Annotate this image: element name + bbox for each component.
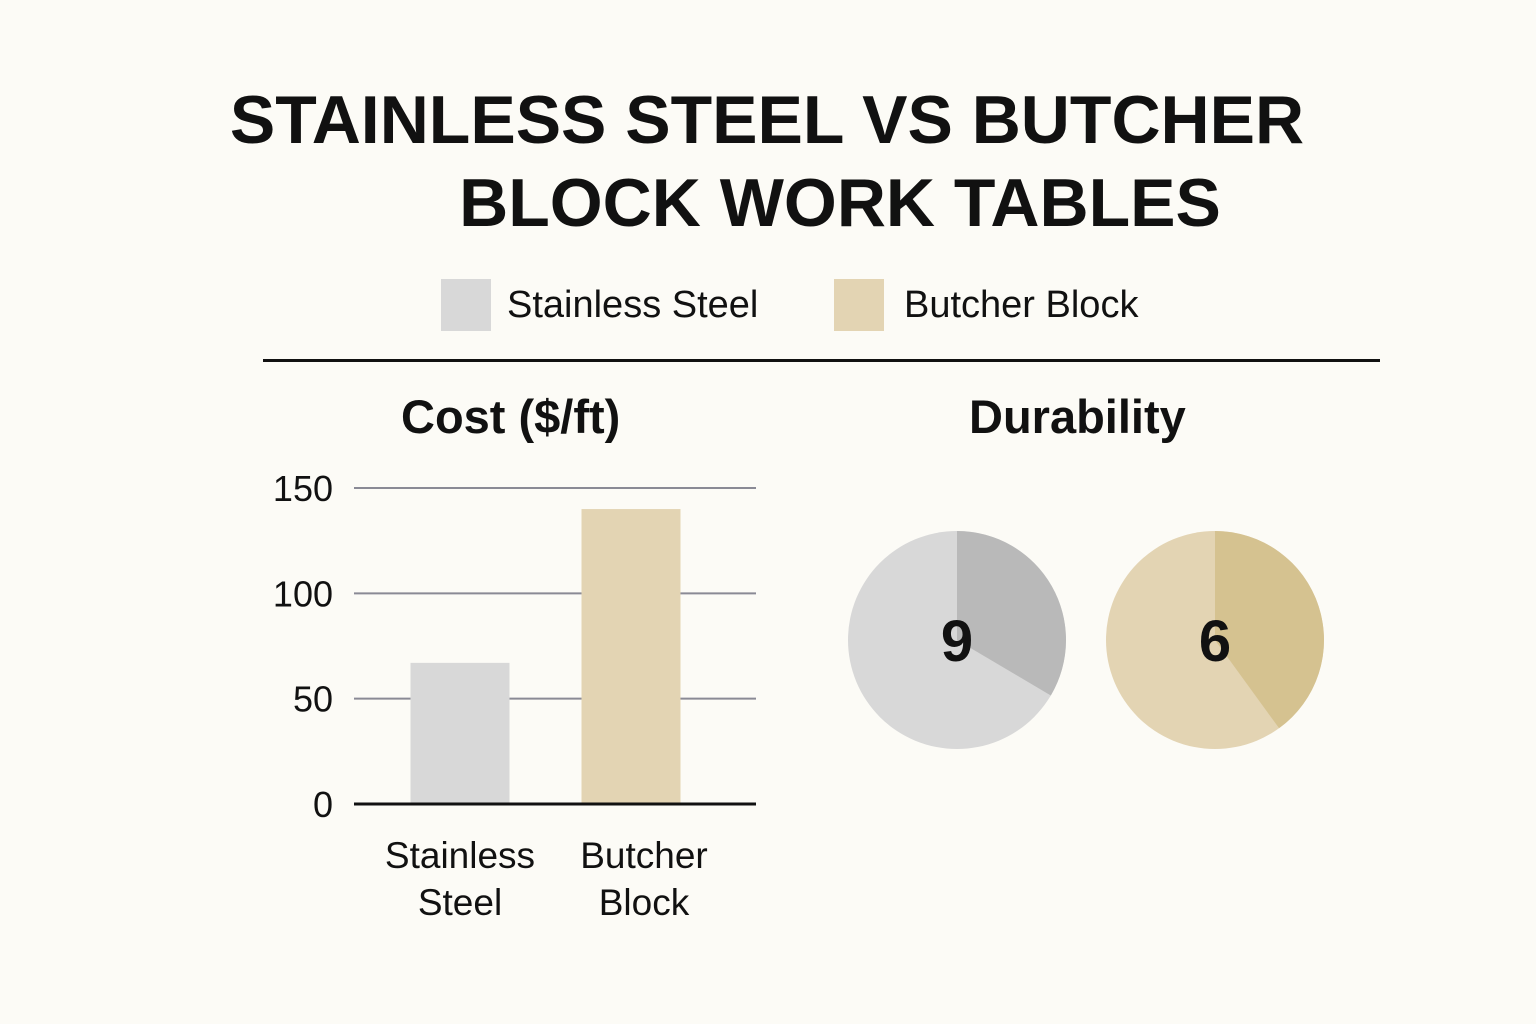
y-tick-label: 100: [273, 573, 333, 614]
bar-stainless-steel: [410, 662, 510, 804]
y-tick-label: 50: [293, 679, 333, 720]
y-tick-label: 0: [313, 784, 333, 825]
durability-wedge-stainless-steel: [957, 531, 1066, 696]
legend-swatch-stainless-steel: [441, 279, 491, 331]
legend-label-butcher-block: Butcher Block: [904, 284, 1139, 326]
legend: Stainless Steel Butcher Block: [0, 279, 1536, 331]
divider: [263, 359, 1380, 362]
y-tick-label: 150: [273, 468, 333, 509]
chart-title-line-1: STAINLESS STEEL VS BUTCHER: [229, 82, 1305, 158]
chart-title-line-2: BLOCK WORK TABLES: [459, 165, 1221, 241]
x-category-label: Butcher Block: [580, 835, 708, 923]
cost-chart-title: Cost ($/ft): [401, 390, 621, 443]
durability-value-stainless-steel: 9: [941, 609, 973, 674]
bar-butcher-block: [581, 509, 681, 804]
durability-wedge-butcher-block: [1215, 531, 1324, 729]
legend-swatch-butcher-block: [834, 279, 884, 331]
durability-chart-title: Durability: [969, 390, 1186, 443]
durability-value-butcher-block: 6: [1199, 609, 1231, 674]
legend-label-stainless-steel: Stainless Steel: [507, 284, 759, 326]
x-category-label: Stainless Steel: [385, 835, 535, 923]
